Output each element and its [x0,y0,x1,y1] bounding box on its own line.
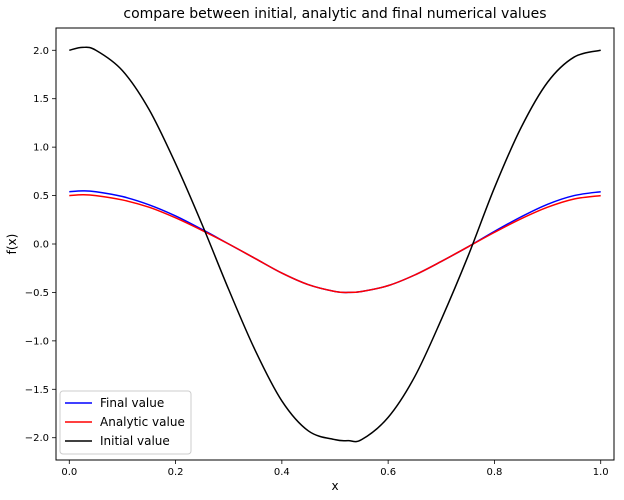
y-tick-label: 1.5 [33,94,49,105]
plot-area: 0.0 0.2 0.4 0.6 0.8 1.0 2.0 1.5 1.0 0.5 0.0 −0.5 −1… [25,27,615,478]
y-tick-label: 0.5 [33,191,49,202]
legend-label-analytic: Analytic value [100,415,185,429]
y-tick-label: −2.0 [25,433,49,444]
legend-label-final: Final value [100,396,164,410]
x-tick-label: 0.8 [486,467,502,478]
chart-title: compare between initial, analytic and fi… [123,6,546,22]
x-tick-label: 0.0 [61,467,77,478]
series-line-analytic-value [69,194,601,294]
y-tick-label: −1.0 [25,336,49,347]
y-tick-label: 0.0 [33,240,49,251]
x-axis-label: x [331,479,338,493]
y-tick-label: 2.0 [33,46,49,57]
y-axis-label: f(x) [5,234,19,255]
series-line-initial-value [69,46,601,443]
y-tick-label: −1.5 [25,385,49,396]
series-group [69,46,601,443]
y-tick-label: −0.5 [25,288,49,299]
y-tick-label: 1.0 [33,143,49,154]
plot-frame [55,27,615,461]
legend-box [59,390,192,455]
x-tick-label: 0.6 [380,467,396,478]
x-tick-label: 0.4 [274,467,290,478]
x-axis-ticks: 0.0 0.2 0.4 0.6 0.8 1.0 [61,460,609,478]
y-axis-ticks: 2.0 1.5 1.0 0.5 0.0 −0.5 −1.0 −1.5 −2.0 [25,46,56,444]
x-tick-label: 1.0 [593,467,609,478]
legend-label-initial: Initial value [100,434,170,448]
legend: Final value Analytic value Initial value [59,390,192,455]
x-tick-label: 0.2 [168,467,184,478]
